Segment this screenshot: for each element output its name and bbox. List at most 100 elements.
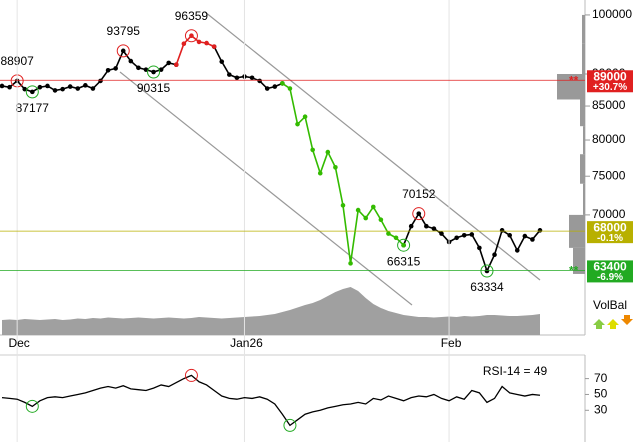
price-point bbox=[340, 203, 346, 208]
rsi-tick-label: 30 bbox=[594, 402, 608, 416]
level-box bbox=[587, 70, 633, 93]
volume-layer bbox=[2, 287, 540, 335]
volume-profile-bar bbox=[573, 247, 585, 274]
price-point bbox=[295, 121, 300, 127]
extreme-marker bbox=[184, 29, 198, 43]
price-point bbox=[461, 232, 467, 238]
extreme-label: 96359 bbox=[175, 9, 209, 23]
price-point bbox=[219, 59, 225, 64]
price-point bbox=[45, 83, 50, 89]
y-tick-label: 70000 bbox=[592, 207, 626, 221]
price-point bbox=[514, 248, 520, 253]
level-value: 63400 bbox=[593, 260, 627, 274]
price-point bbox=[393, 235, 399, 241]
price-point bbox=[484, 268, 490, 274]
y-tick-label: 85000 bbox=[592, 98, 626, 112]
extreme-marker bbox=[397, 238, 411, 252]
price-point bbox=[143, 67, 149, 72]
price-point bbox=[264, 86, 270, 91]
price-point bbox=[52, 88, 58, 93]
icon[interactable] bbox=[593, 319, 605, 329]
price-line bbox=[281, 82, 405, 264]
icon[interactable] bbox=[621, 315, 633, 325]
price-point bbox=[113, 66, 118, 71]
price-point bbox=[67, 84, 73, 89]
price-point bbox=[158, 67, 164, 72]
volume-area bbox=[2, 287, 540, 335]
rsi-tick-label: 70 bbox=[594, 371, 608, 385]
price-point bbox=[128, 58, 134, 64]
extreme-marker bbox=[25, 85, 39, 99]
price-point bbox=[507, 232, 512, 238]
price-point bbox=[105, 67, 111, 73]
price-point bbox=[136, 65, 141, 71]
price-point bbox=[249, 75, 255, 81]
icon[interactable] bbox=[607, 319, 619, 329]
x-tick-label: Feb bbox=[441, 336, 462, 350]
volbal-icons[interactable] bbox=[593, 315, 633, 329]
price-point bbox=[151, 69, 156, 75]
level-flag: ** bbox=[569, 264, 579, 278]
price-point bbox=[333, 165, 338, 170]
extreme-label: 87177 bbox=[16, 101, 50, 115]
level-box bbox=[587, 260, 633, 283]
price-point bbox=[196, 39, 202, 45]
price-point bbox=[60, 86, 65, 92]
price-point bbox=[499, 228, 505, 233]
price-point bbox=[234, 75, 240, 81]
price-point bbox=[22, 86, 28, 92]
volume-profile-bar bbox=[580, 154, 585, 184]
price-point bbox=[454, 235, 459, 241]
y-tick-label: 100000 bbox=[592, 7, 632, 21]
extreme-label: 70152 bbox=[402, 187, 436, 201]
y-tick-label: 75000 bbox=[592, 168, 626, 182]
price-point bbox=[30, 89, 35, 95]
price-point bbox=[431, 226, 437, 231]
price-point bbox=[120, 48, 126, 54]
price-point bbox=[439, 231, 444, 236]
price-point bbox=[257, 78, 262, 84]
extreme-label: 63334 bbox=[470, 280, 504, 294]
price-point bbox=[537, 228, 543, 233]
price-point bbox=[370, 204, 376, 210]
price-point bbox=[408, 223, 414, 229]
price-point bbox=[492, 252, 497, 258]
price-point bbox=[204, 40, 209, 46]
level-change: -6.9% bbox=[597, 272, 623, 283]
rsi-high bbox=[184, 368, 198, 382]
volume-profile-bar bbox=[580, 99, 585, 127]
level-flag: ** bbox=[569, 73, 579, 87]
price-point bbox=[75, 86, 81, 91]
price-point bbox=[325, 149, 331, 155]
level-value: 89000 bbox=[593, 69, 627, 83]
extreme-marker bbox=[480, 264, 494, 278]
price-point bbox=[280, 81, 285, 86]
price-point bbox=[355, 207, 361, 213]
volume-label: VolBal bbox=[593, 298, 627, 312]
price-point bbox=[302, 114, 308, 119]
extreme-marker bbox=[147, 65, 161, 79]
level-box bbox=[587, 221, 633, 244]
price-point bbox=[166, 60, 172, 66]
level-change: +30.7% bbox=[593, 82, 627, 93]
channel-line bbox=[204, 11, 541, 281]
volume-profile-bar bbox=[583, 126, 585, 155]
price-point bbox=[37, 84, 43, 90]
price-point bbox=[416, 211, 422, 216]
volume-profile-bar bbox=[583, 183, 585, 215]
price-point bbox=[0, 83, 5, 89]
price-point bbox=[211, 44, 217, 49]
x-tick-label: Jan26 bbox=[230, 336, 263, 350]
x-tick-label: Dec bbox=[8, 336, 29, 350]
price-point bbox=[98, 78, 103, 84]
price-point bbox=[181, 41, 187, 46]
extreme-label: 90315 bbox=[137, 81, 171, 95]
price-point bbox=[317, 170, 323, 176]
extreme-label: 93795 bbox=[107, 24, 141, 38]
price-point bbox=[90, 86, 96, 91]
rsi-low bbox=[25, 399, 39, 413]
price-point bbox=[83, 83, 88, 88]
